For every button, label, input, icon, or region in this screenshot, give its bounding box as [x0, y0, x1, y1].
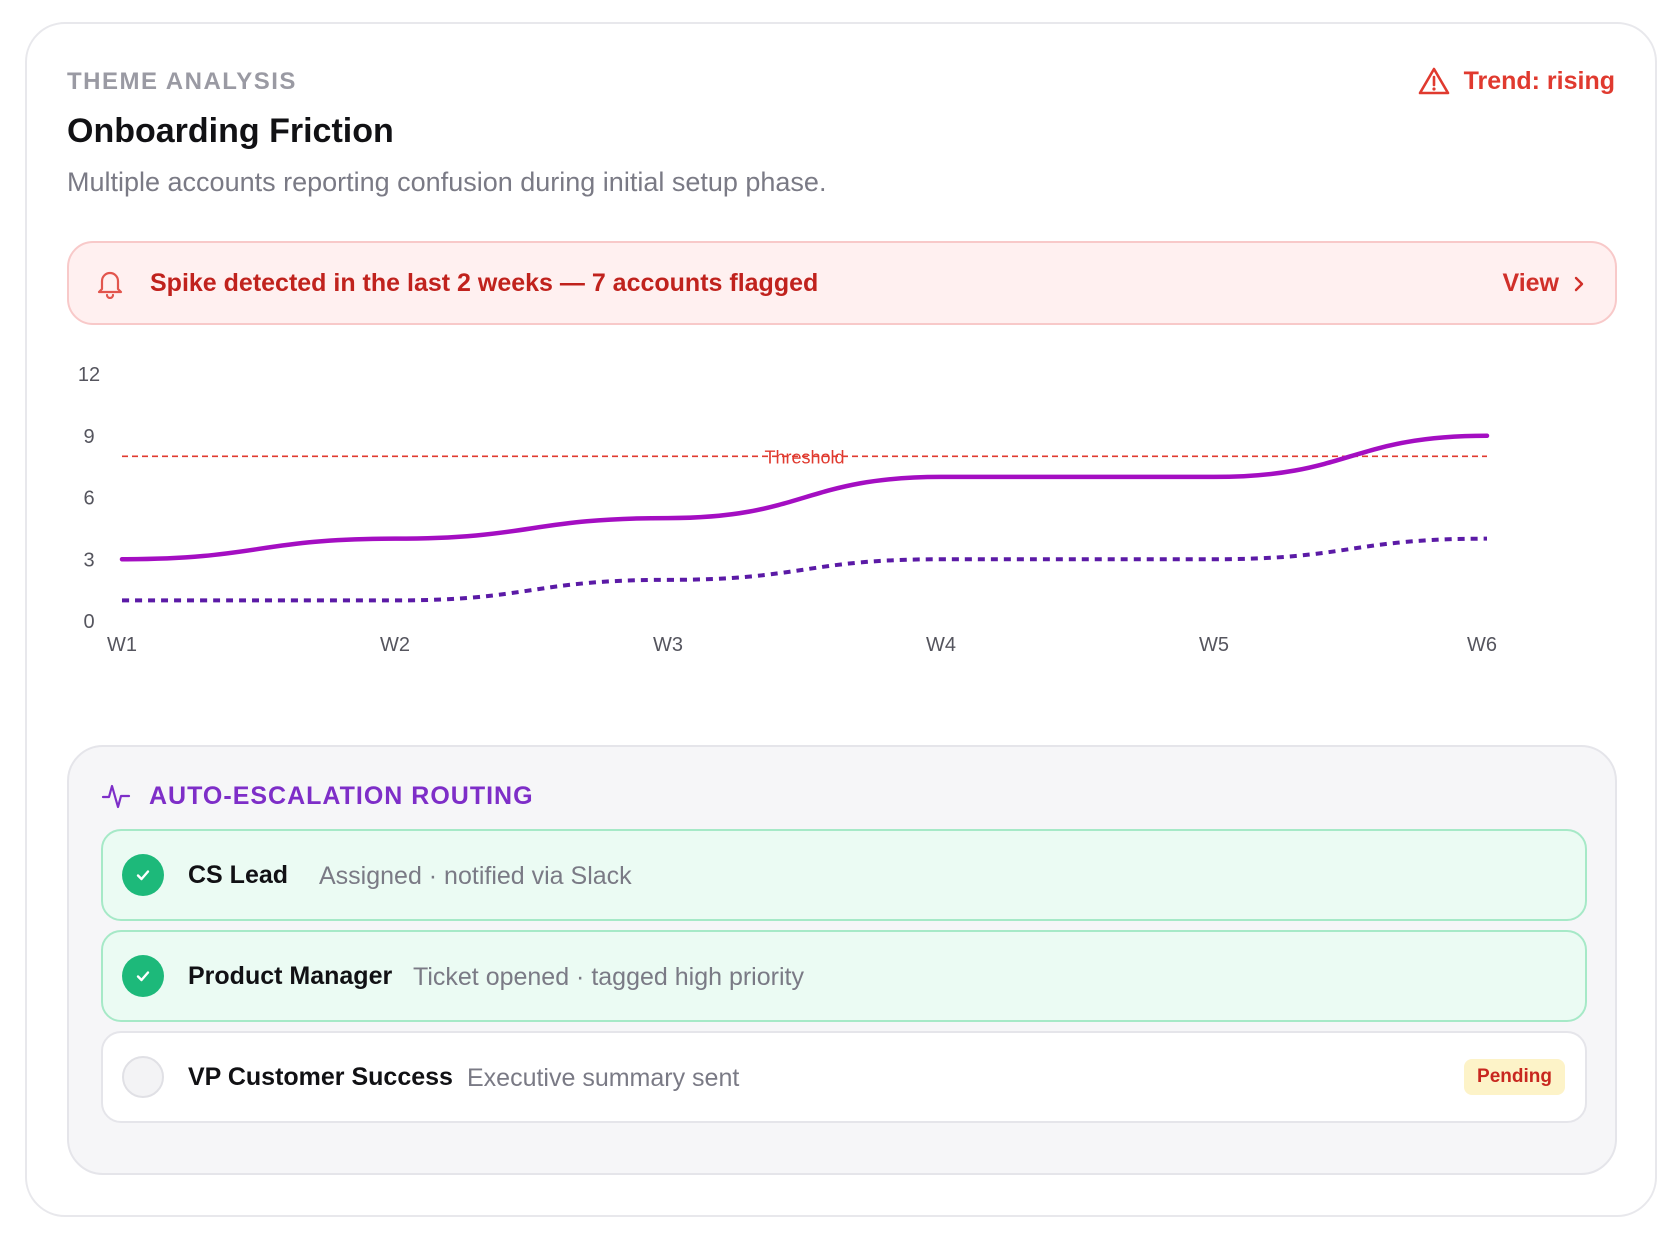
- alert-message: Spike detected in the last 2 weeks — 7 a…: [150, 269, 819, 297]
- view-alert-button[interactable]: View: [1502, 269, 1585, 298]
- y-tick-label: 12: [78, 366, 100, 386]
- activity-pulse-icon: [101, 784, 131, 809]
- x-tick-label: W1: [107, 634, 137, 656]
- routing-step-cs-lead[interactable]: CS Lead Assigned · notified via Slack: [101, 829, 1587, 921]
- y-tick-label: 9: [83, 426, 94, 448]
- warning-triangle-icon: [1418, 67, 1449, 95]
- step-complete-check: [122, 955, 164, 997]
- page-title: Onboarding Friction: [67, 112, 394, 150]
- status-badge: Pending: [1464, 1059, 1565, 1095]
- y-tick-label: 3: [83, 549, 94, 571]
- x-tick-label: W2: [380, 634, 410, 656]
- x-tick-label: W3: [653, 634, 683, 656]
- threshold-label: Threshold: [764, 447, 844, 467]
- step-complete-check: [122, 854, 164, 896]
- step-pending-circle: [122, 1056, 164, 1098]
- check-icon: [136, 971, 150, 982]
- step-detail: Ticket opened · tagged high priority: [413, 963, 804, 991]
- routing-header: AUTO-ESCALATION ROUTING: [101, 781, 534, 811]
- routing-step-vp-customer-success[interactable]: VP Customer Success Executive summary se…: [101, 1031, 1587, 1123]
- section-eyebrow: THEME ANALYSIS: [67, 68, 297, 95]
- theme-analysis-card: THEME ANALYSIS Trend: rising Onboarding …: [25, 22, 1657, 1217]
- spike-alert-banner: Spike detected in the last 2 weeks — 7 a…: [67, 241, 1617, 325]
- theme-description: Multiple accounts reporting confusion du…: [67, 167, 827, 197]
- step-name: CS Lead: [188, 861, 289, 889]
- step-detail: Assigned · notified via Slack: [319, 862, 632, 890]
- y-tick-label: 6: [83, 488, 94, 510]
- chevron-right-icon: [1574, 276, 1584, 291]
- routing-title: AUTO-ESCALATION ROUTING: [149, 781, 534, 810]
- trend-indicator: Trend: rising: [1418, 66, 1615, 96]
- trend-label: Trend: rising: [1463, 66, 1615, 95]
- routing-step-product-manager[interactable]: Product Manager Ticket opened · tagged h…: [101, 930, 1587, 1022]
- series-line-secondary: [122, 536, 1488, 603]
- series-line-primary: [119, 433, 1490, 562]
- x-tick-label: W6: [1467, 634, 1497, 656]
- step-name: Product Manager: [188, 962, 393, 990]
- view-alert-label: View: [1502, 269, 1559, 297]
- step-name: VP Customer Success: [188, 1063, 453, 1091]
- escalation-routing-panel: AUTO-ESCALATION ROUTING CS Lead Assigned…: [67, 745, 1617, 1175]
- step-detail: Executive summary sent: [467, 1064, 740, 1092]
- x-tick-label: W4: [926, 634, 956, 656]
- trend-line-chart: 0 3 6 9 12 W1 W2 W3 W4 W5 W6 Threshold: [78, 366, 1497, 656]
- check-icon: [136, 870, 150, 881]
- y-tick-label: 0: [83, 611, 94, 633]
- x-tick-label: W5: [1199, 634, 1229, 656]
- bell-icon: [97, 271, 123, 299]
